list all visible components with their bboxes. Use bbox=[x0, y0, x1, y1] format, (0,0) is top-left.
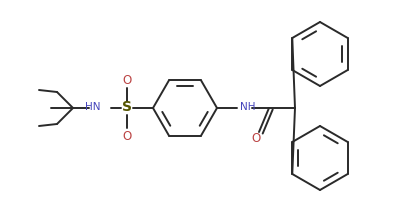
Text: O: O bbox=[122, 130, 132, 143]
Text: NH: NH bbox=[240, 102, 255, 112]
Text: O: O bbox=[122, 73, 132, 86]
Text: S: S bbox=[122, 100, 132, 114]
Text: O: O bbox=[251, 132, 261, 146]
Text: HN: HN bbox=[85, 102, 100, 112]
